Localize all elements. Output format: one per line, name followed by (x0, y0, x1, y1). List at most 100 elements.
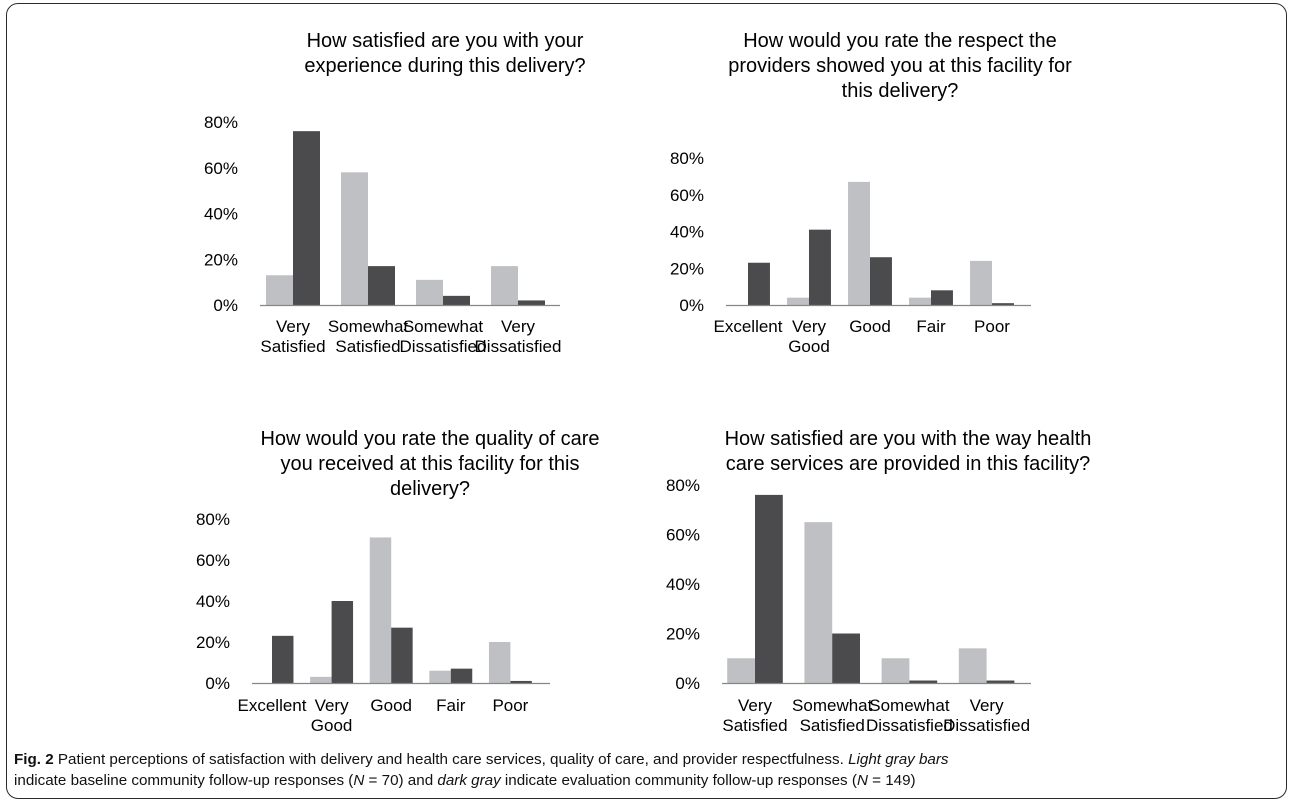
chart-3-bar-evaluation (391, 627, 413, 683)
chart-2-bar-evaluation (931, 290, 953, 305)
chart-1-bar-evaluation (368, 266, 395, 305)
chart-4-bar-baseline (804, 522, 833, 683)
chart-2-bar-evaluation (870, 257, 892, 305)
chart-3-bar-evaluation (331, 601, 354, 683)
chart-4-category-label: Dissatisfied (866, 716, 953, 735)
chart-1-bar-evaluation (518, 300, 545, 305)
chart-4-title-line: care services are provided in this facil… (726, 453, 1091, 475)
chart-3-category-label: Poor (492, 696, 528, 715)
chart-2-title-line: providers showed you at this facility fo… (728, 55, 1072, 77)
chart-4-bar-evaluation (755, 494, 783, 683)
chart-4-bar-evaluation (909, 680, 938, 683)
chart-1-category-label: Dissatisfied (475, 337, 562, 356)
chart-2-bar-evaluation (992, 303, 1014, 305)
chart-2-category-label: Excellent (714, 317, 783, 336)
chart-3-y-tick-label: 0% (205, 674, 230, 693)
chart-2-bar-evaluation (748, 262, 770, 305)
chart-2-category-label: Poor (974, 317, 1010, 336)
chart-2-category-label: Good (849, 317, 891, 336)
chart-4-y-tick-label: 60% (666, 526, 700, 545)
caption-n-baseline: = 70) and (364, 772, 438, 789)
chart-4-title-line: How satisfied are you with the way healt… (725, 428, 1092, 450)
chart-4-category-label: Very (738, 696, 773, 715)
chart-1-bar-baseline (266, 275, 293, 305)
chart-4-bar-baseline (727, 658, 755, 683)
chart-1-bar-evaluation (443, 295, 470, 305)
chart-3-title-line: you received at this facility for this (280, 453, 579, 475)
chart-1-bar-baseline (491, 266, 518, 305)
caption-text-2: indicate baseline community follow-up re… (14, 772, 354, 789)
chart-1-category-label: Satisfied (260, 337, 325, 356)
chart-1-category-label: Somewhat (328, 317, 409, 336)
chart-4-y-tick-label: 0% (675, 674, 700, 693)
chart-1-y-tick-label: 60% (204, 159, 238, 178)
chart-2-y-tick-label: 0% (679, 296, 704, 315)
chart-4-y-tick-label: 80% (666, 476, 700, 495)
chart-3-bar-evaluation (510, 680, 532, 683)
chart-4-bar-evaluation (986, 680, 1015, 683)
chart-3-bar-evaluation (450, 668, 473, 683)
caption-n-evaluation: = 149) (867, 772, 916, 789)
chart-4-category-label: Satisfied (722, 716, 787, 735)
chart-3-bar-baseline (429, 670, 451, 683)
chart-1-category-label: Somewhat (403, 317, 484, 336)
caption-n-label-2: N (856, 772, 868, 789)
chart-3-category-label: Very (315, 696, 350, 715)
figure-caption: Fig. 2 Patient perceptions of satisfacti… (14, 749, 1276, 791)
chart-2-y-tick-label: 80% (670, 149, 704, 168)
chart-4-category-label: Satisfied (800, 716, 865, 735)
chart-2-category-label: Good (788, 337, 830, 356)
chart-4-bar-baseline (881, 658, 910, 683)
chart-3-y-tick-label: 20% (196, 633, 230, 652)
caption-light-label: Light gray bars (848, 751, 949, 768)
chart-1-title-line: experience during this delivery? (304, 55, 585, 77)
chart-3-category-label: Good (370, 696, 412, 715)
chart-1-bar-evaluation (293, 131, 320, 305)
figure-frame (6, 3, 1287, 799)
chart-2-title-line: this delivery? (842, 80, 959, 102)
chart-4-category-label: Somewhat (792, 696, 873, 715)
chart-2-bar-baseline (787, 297, 809, 305)
chart-2-y-tick-label: 20% (670, 259, 704, 278)
chart-4-y-tick-label: 20% (666, 625, 700, 644)
caption-text-3: indicate evaluation community follow-up … (500, 772, 857, 789)
chart-2-bar-baseline (909, 297, 931, 305)
chart-2-bar-baseline (970, 260, 992, 305)
chart-3-title-line: How would you rate the quality of care (260, 428, 599, 450)
chart-3-bar-baseline (310, 676, 332, 683)
chart-2-y-tick-label: 60% (670, 186, 704, 205)
chart-2-y-tick-label: 40% (670, 223, 704, 242)
chart-4-category-label: Very (970, 696, 1005, 715)
chart-3-bar-evaluation (272, 635, 294, 683)
chart-3-y-tick-label: 60% (196, 551, 230, 570)
chart-3-bar-baseline (369, 537, 392, 683)
caption-text-1: Patient perceptions of satisfaction with… (53, 751, 849, 768)
chart-1-bar-baseline (341, 172, 368, 305)
figure-charts: How satisfied are you with your experienc… (196, 30, 1092, 735)
chart-4-bar-evaluation (832, 633, 860, 683)
chart-2-category-label: Very (792, 317, 827, 336)
chart-4-bar-baseline (958, 648, 987, 683)
chart-1-y-tick-label: 0% (213, 296, 238, 315)
chart-3-category-label: Good (311, 716, 353, 735)
chart-4-category-label: Dissatisfied (943, 716, 1030, 735)
chart-2-category-label: Fair (916, 317, 946, 336)
chart-1-category-label: Satisfied (335, 337, 400, 356)
chart-2-bar-baseline (848, 181, 870, 305)
chart-1-category-label: Dissatisfied (400, 337, 487, 356)
chart-1-bar-baseline (416, 279, 443, 305)
chart-3-y-tick-label: 40% (196, 592, 230, 611)
caption-n-label: N (353, 772, 365, 789)
chart-1-category-label: Very (501, 317, 536, 336)
chart-3-category-label: Fair (436, 696, 466, 715)
chart-1-y-tick-label: 40% (204, 205, 238, 224)
chart-4-y-tick-label: 40% (666, 575, 700, 594)
caption-fig-label: Fig. 2 (14, 751, 54, 768)
chart-1-y-tick-label: 80% (204, 113, 238, 132)
chart-1-title-line: How satisfied are you with your (307, 30, 584, 52)
chart-1-y-tick-label: 20% (204, 250, 238, 269)
chart-1-category-label: Very (276, 317, 311, 336)
chart-3-category-label: Excellent (238, 696, 307, 715)
chart-4-category-label: Somewhat (869, 696, 950, 715)
chart-3-title-line: delivery? (390, 478, 470, 500)
